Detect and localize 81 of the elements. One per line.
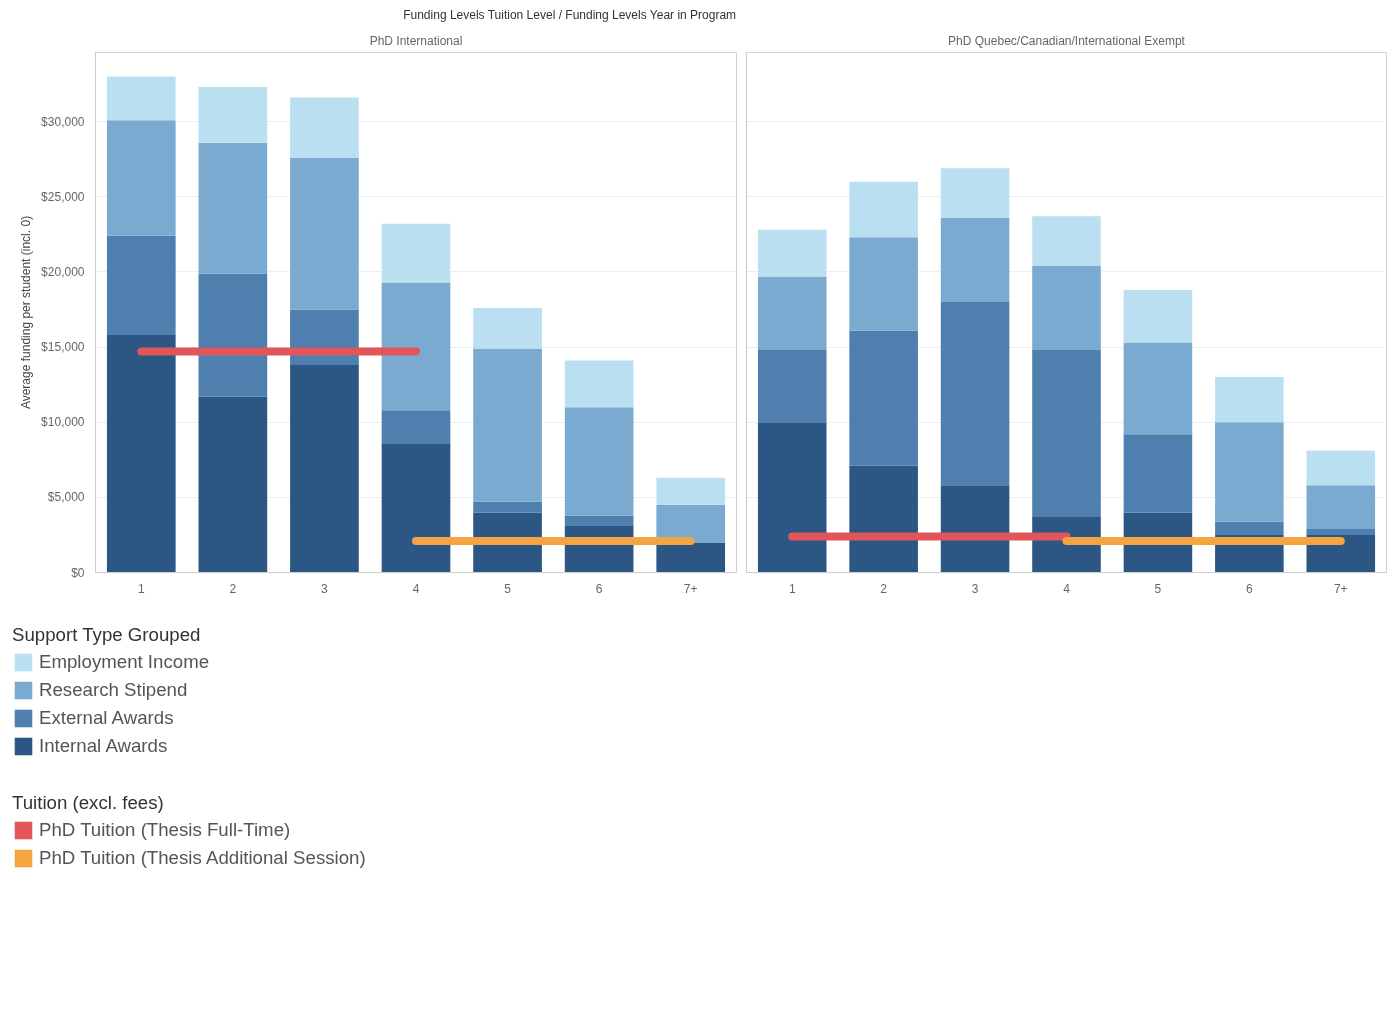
- x-tick-label: 6: [1246, 581, 1254, 596]
- chart-title: Funding Levels Tuition Level / Funding Levels Year in Program: [403, 7, 737, 22]
- y-tick-label: $25,000: [41, 189, 85, 204]
- x-tick-label: 7+: [1333, 581, 1348, 596]
- bar: [106, 76, 176, 121]
- bar: [290, 365, 359, 573]
- y-tick-label: $20,000: [41, 264, 85, 279]
- bar: [381, 443, 451, 573]
- y-axis-title: Average funding per student (incl. 0): [19, 215, 34, 410]
- chart-subtitle: PhD International: [369, 33, 463, 48]
- bar: [1306, 485, 1376, 529]
- bar: [473, 307, 542, 349]
- y-tick-label: $10,000: [41, 415, 85, 430]
- bar: [564, 407, 634, 516]
- bar: [106, 120, 176, 236]
- y-tick-label: $0: [71, 565, 85, 580]
- bar: [381, 223, 451, 283]
- bar: [1123, 434, 1193, 513]
- bar: [656, 477, 726, 505]
- x-tick-label: 3: [321, 581, 329, 596]
- bar: [656, 542, 726, 573]
- bar: [1123, 289, 1193, 343]
- y-tick-label: $30,000: [41, 114, 85, 129]
- bar: [473, 501, 542, 513]
- bar: [290, 157, 359, 310]
- bar: [757, 229, 827, 277]
- x-tick-label: 4: [412, 581, 420, 596]
- bar: [1215, 422, 1284, 522]
- bar: [849, 181, 918, 238]
- x-tick-label: 4: [1063, 581, 1071, 596]
- legend-label: External Awards: [39, 707, 174, 729]
- chart-subtitle: PhD Quebec/Canadian/International Exempt: [948, 33, 1186, 48]
- legend-title: Support Type Grouped: [12, 624, 202, 646]
- x-tick-label: 6: [595, 581, 603, 596]
- bar: [757, 422, 827, 573]
- x-tick-label: 2: [229, 581, 237, 596]
- bar: [1123, 342, 1193, 435]
- legend-label: PhD Tuition (Thesis Additional Session): [39, 847, 366, 869]
- bar: [757, 350, 827, 423]
- bar: [940, 168, 1010, 218]
- legend-label: Research Stipend: [39, 679, 188, 701]
- bar: [849, 465, 918, 573]
- legend-label: Employment Income: [39, 651, 210, 673]
- bar: [656, 504, 726, 543]
- x-tick-label: 5: [504, 581, 512, 596]
- bar: [564, 360, 634, 408]
- bar: [381, 282, 451, 411]
- bar: [564, 515, 634, 526]
- bar: [849, 237, 918, 331]
- bar: [1306, 528, 1376, 535]
- x-tick-label: 3: [971, 581, 979, 596]
- bar: [1032, 350, 1101, 517]
- bar: [1215, 521, 1284, 535]
- bar: [198, 87, 268, 143]
- bar: [106, 335, 176, 573]
- bar: [1032, 265, 1101, 351]
- bar: [849, 330, 918, 466]
- bar: [381, 410, 451, 444]
- x-tick-label: 7+: [683, 581, 698, 596]
- bar: [198, 142, 268, 274]
- text: Tuition (excl. fees): [12, 792, 165, 814]
- bar: [1032, 216, 1101, 266]
- y-tick-label: $15,000: [41, 340, 85, 355]
- x-tick-label: 1: [137, 581, 145, 596]
- bar: [1215, 377, 1284, 423]
- legend-label: Internal Awards: [39, 735, 168, 757]
- bar: [198, 273, 268, 397]
- bar: [757, 276, 827, 351]
- x-tick-label: 5: [1154, 581, 1162, 596]
- y-tick-label: $5,000: [47, 490, 85, 505]
- bar: [940, 217, 1010, 302]
- bar: [1306, 450, 1376, 486]
- bar: [106, 235, 176, 336]
- x-tick-label: 1: [788, 581, 796, 596]
- bar: [940, 301, 1010, 486]
- bar: [940, 485, 1010, 573]
- bar: [473, 348, 542, 502]
- x-tick-label: 2: [880, 581, 888, 596]
- legend-label: PhD Tuition (Thesis Full-Time): [39, 819, 291, 841]
- bar: [290, 97, 359, 158]
- bar: [198, 396, 268, 573]
